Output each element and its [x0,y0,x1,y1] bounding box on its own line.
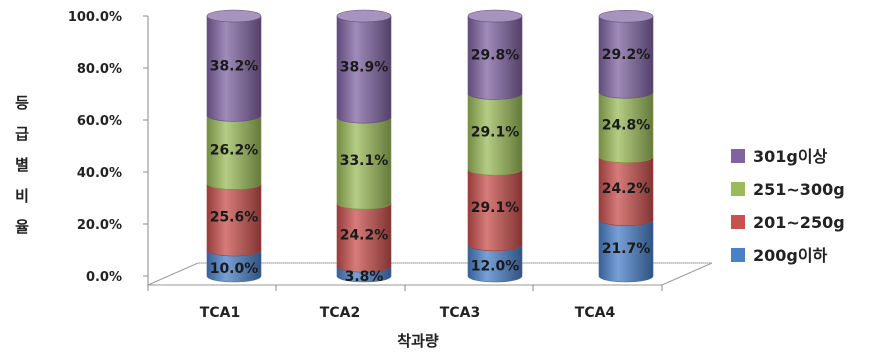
bar-top-cap [467,9,523,23]
bar-stack-tca3 [467,9,523,283]
x-tick-label: TCA2 [320,305,360,321]
data-label: 29.8% [471,48,520,64]
legend-label: 201~250g [753,213,845,232]
legend-item: 301g이상 [731,147,828,166]
y-axis-title-char: 비 [15,187,29,205]
legend-swatch [731,248,745,262]
data-label: 38.9% [340,60,389,76]
data-label: 24.8% [602,117,651,133]
data-label: 33.1% [340,153,389,169]
bar-top-cap [336,9,392,23]
y-tick-label: 0.0% [86,270,122,285]
data-label: 26.2% [210,142,259,158]
y-axis-title-char: 급 [15,125,29,143]
data-label: 24.2% [340,228,389,244]
legend-label: 200g이하 [753,246,828,265]
y-tick-label: 80.0% [77,62,122,77]
y-tick-label: 20.0% [77,218,122,233]
data-label: 25.6% [210,210,259,226]
data-label: 12.0% [471,258,520,274]
legend-item: 201~250g [731,213,845,232]
legend-swatch [731,182,745,196]
bar-stack-tca2 [336,9,392,283]
legend-item: 200g이하 [731,246,828,265]
legend-swatch [731,215,745,229]
data-label: 29.2% [602,47,651,63]
y-tick-label: 40.0% [77,166,122,181]
y-tick-label: 100.0% [68,10,122,25]
data-label: 24.2% [602,181,651,197]
y-axis-title-char: 별 [15,156,29,174]
y-axis-title-char: 등 [15,94,29,112]
bar-stack-tca1 [206,9,262,283]
data-label: 21.7% [602,241,651,257]
y-axis-title-char: 율 [15,218,29,236]
legend-label: 301g이상 [753,147,828,166]
data-label: 29.1% [471,200,520,216]
bar-top-cap [206,9,262,23]
bar-stack-tca4 [598,9,654,283]
data-label: 29.1% [471,124,520,140]
x-tick-label: TCA1 [200,305,240,321]
chart-floor [147,262,713,286]
legend-item: 251~300g [731,180,845,199]
x-tick-label: TCA3 [440,305,480,321]
data-label: 38.2% [210,59,259,75]
data-label: 10.0% [210,261,259,277]
x-tick-label: TCA4 [575,305,616,321]
legend-label: 251~300g [753,180,845,199]
x-axis-title: 착과량 [397,332,439,350]
legend-swatch [731,149,745,163]
data-label: 3.8% [345,269,384,285]
y-tick-label: 60.0% [77,114,122,129]
bar-top-cap [598,9,654,23]
